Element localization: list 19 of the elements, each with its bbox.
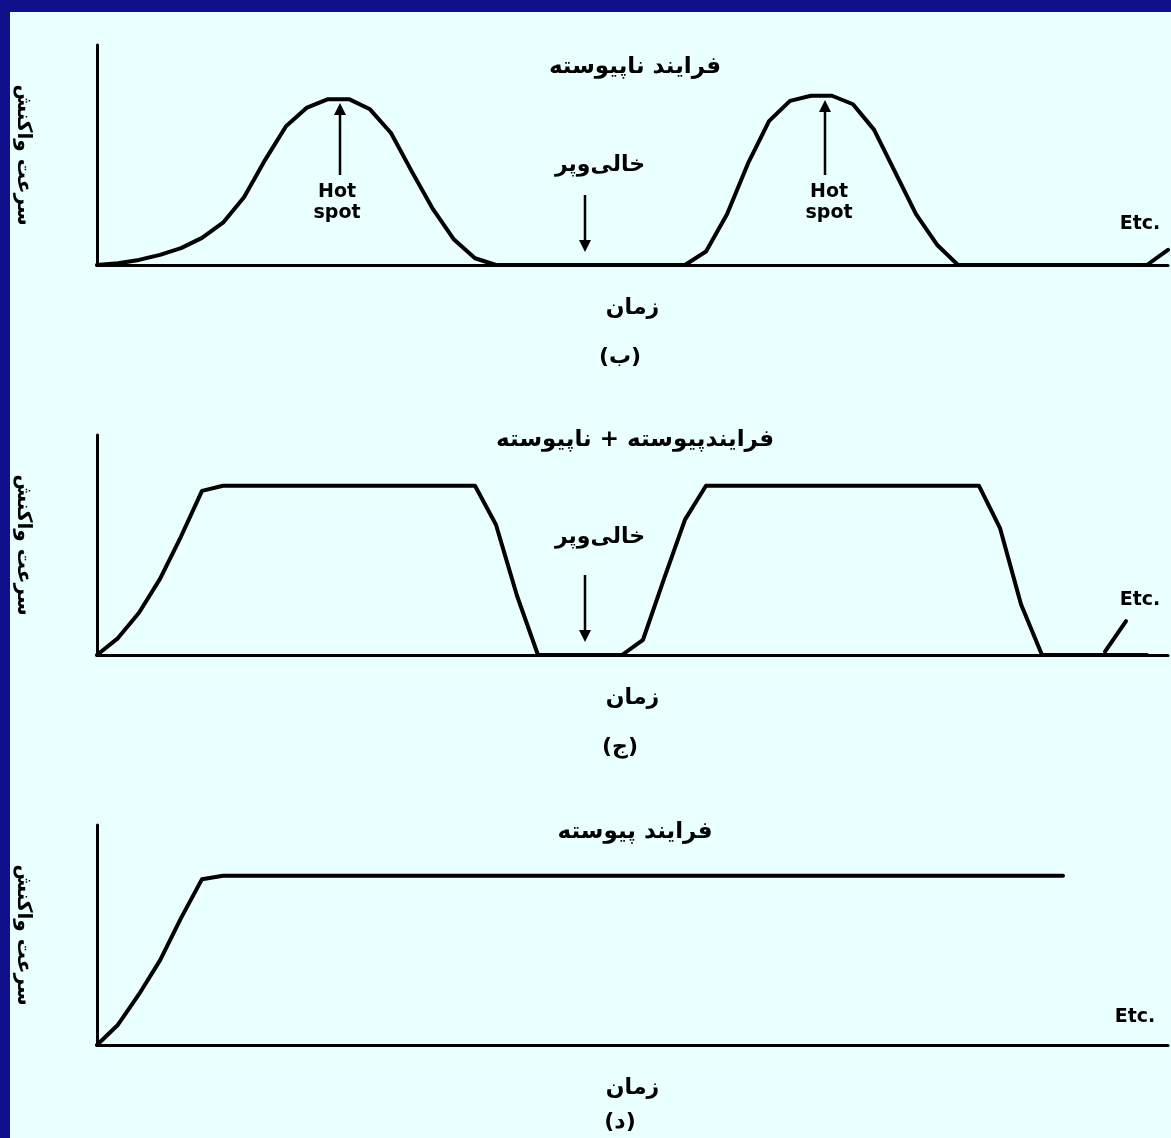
y-axis-title: سرعت واکنش bbox=[13, 84, 37, 226]
chart-title: فرایند پیوسته bbox=[557, 816, 713, 844]
y-axis-title: سرعت واکنش bbox=[13, 474, 37, 616]
text: (ب) bbox=[598, 342, 642, 368]
chart-title: فرایندپیوسته + ناپیوسته bbox=[496, 424, 774, 452]
annotation: Etc. bbox=[1119, 211, 1161, 233]
chart-title: فرایند ناپیوسته bbox=[548, 51, 722, 79]
x-axis-title: زمان bbox=[605, 293, 660, 319]
annotation: Hot spot bbox=[805, 178, 853, 222]
annotation: Etc. bbox=[1114, 1004, 1156, 1026]
annotation: خالی‌وپر bbox=[553, 522, 646, 549]
y-axis-title: سرعت واکنش bbox=[13, 864, 37, 1006]
text: (د) bbox=[604, 1107, 636, 1133]
x-axis-title: زمان bbox=[605, 683, 660, 709]
annotation: Etc. bbox=[1119, 587, 1161, 609]
x-axis-title: زمان bbox=[605, 1073, 660, 1099]
annotation: Hot spot bbox=[313, 178, 361, 222]
text: (ج) bbox=[602, 732, 638, 759]
annotation: خالی‌وپر bbox=[553, 150, 646, 177]
